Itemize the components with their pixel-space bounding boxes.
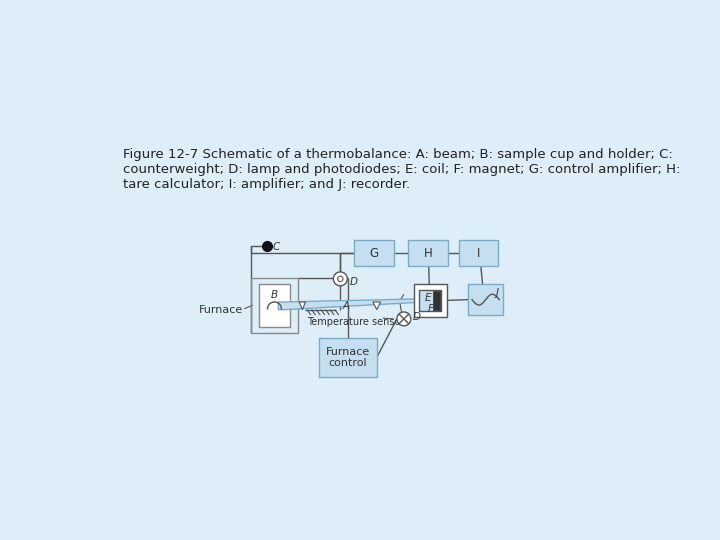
Bar [259,284,290,327]
Circle shape [397,312,411,326]
Text: A: A [342,301,349,311]
Polygon shape [300,302,305,309]
Bar [354,240,394,266]
Text: Furnace: Furnace [199,305,243,315]
Bar [319,338,377,377]
Bar [408,240,448,266]
Text: Furnace
control: Furnace control [325,347,370,368]
Text: H: H [423,247,432,260]
Text: G: G [369,247,378,260]
Text: D: D [350,277,358,287]
Text: B: B [271,291,278,300]
Bar [251,278,297,333]
Bar [459,240,498,266]
Text: Figure 12-7 Schematic of a thermobalance: A: beam; B: sample cup and holder; C:
: Figure 12-7 Schematic of a thermobalance… [122,148,680,191]
Polygon shape [373,302,381,309]
Text: Temperature sensor: Temperature sensor [307,318,405,327]
Text: J: J [496,288,499,298]
Text: D: D [413,312,421,322]
Bar [433,291,439,309]
Polygon shape [279,299,425,309]
Text: I: I [477,247,480,260]
Text: F: F [427,303,433,314]
Circle shape [338,276,343,281]
Text: C: C [272,242,279,252]
Bar [419,289,441,311]
Bar [468,284,503,315]
Text: E: E [425,293,431,303]
Bar [414,284,446,316]
Circle shape [333,272,347,286]
